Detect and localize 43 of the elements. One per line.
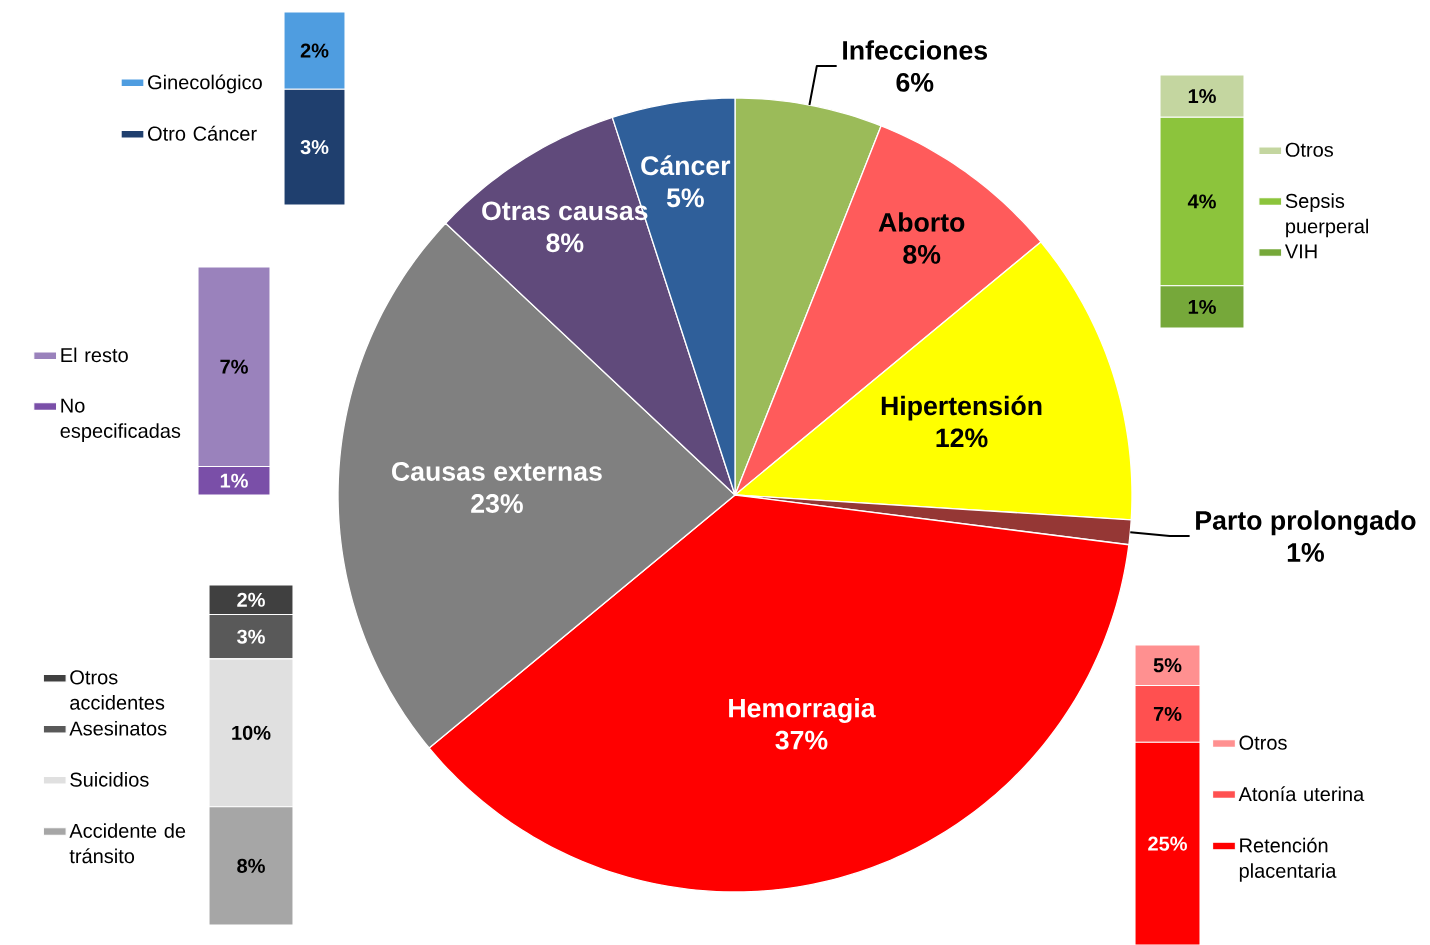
data-label: 10% xyxy=(232,725,271,740)
data-label: 12% xyxy=(936,428,988,448)
data-label: 25% xyxy=(1148,836,1187,851)
legend-label: Asesinatos xyxy=(69,720,167,736)
legend-label: Atonía uterina xyxy=(1238,786,1365,802)
legend-label: VIH xyxy=(1284,244,1317,259)
data-label: 7% xyxy=(220,359,248,374)
legend-label: Accidente de tránsito xyxy=(69,823,186,864)
legend-label: Otros xyxy=(1285,142,1334,157)
data-label: 1% xyxy=(1188,299,1216,314)
data-label: 1% xyxy=(1188,89,1216,104)
slice-label: Causas externas xyxy=(392,462,602,481)
legend-label: Retención placentaria xyxy=(1239,837,1337,882)
legend-label: No especificadas xyxy=(60,398,181,442)
data-label: 5% xyxy=(666,188,704,208)
legend-label: Suicidios xyxy=(70,772,149,787)
slice-label: Hipertensión xyxy=(881,395,1042,421)
legend-label: Sepsis puerperal xyxy=(1285,193,1368,238)
data-label: 37% xyxy=(775,730,828,750)
legend-label: Otros accidentes xyxy=(70,670,165,710)
slice-label: Aborto xyxy=(878,212,965,232)
data-label: 7% xyxy=(1153,706,1182,721)
legend-label: Ginecológico xyxy=(148,74,262,94)
legend-label: Otros xyxy=(1239,735,1287,750)
data-label: 1% xyxy=(220,473,248,488)
data-label: 8% xyxy=(546,233,584,253)
slice-label: Parto prolongado xyxy=(1196,510,1416,536)
data-label: 8% xyxy=(903,244,941,264)
data-label: 8% xyxy=(237,858,265,873)
data-label: 6% xyxy=(896,72,934,92)
slice-label: Hemorragia xyxy=(729,697,876,723)
data-label: 1% xyxy=(1287,543,1324,562)
legend-label: Otro Cáncer xyxy=(148,125,257,141)
data-label: 23% xyxy=(471,494,523,513)
data-label: 2% xyxy=(237,592,265,607)
data-label: 2% xyxy=(300,43,329,58)
data-label: 4% xyxy=(1187,194,1216,209)
slice-label: Cáncer xyxy=(641,155,731,176)
data-label: 3% xyxy=(300,139,329,155)
legend-label: El resto xyxy=(61,347,128,363)
slice-label: Infecciones xyxy=(843,40,988,60)
data-label: 3% xyxy=(237,629,265,644)
data-label: 5% xyxy=(1153,658,1182,673)
